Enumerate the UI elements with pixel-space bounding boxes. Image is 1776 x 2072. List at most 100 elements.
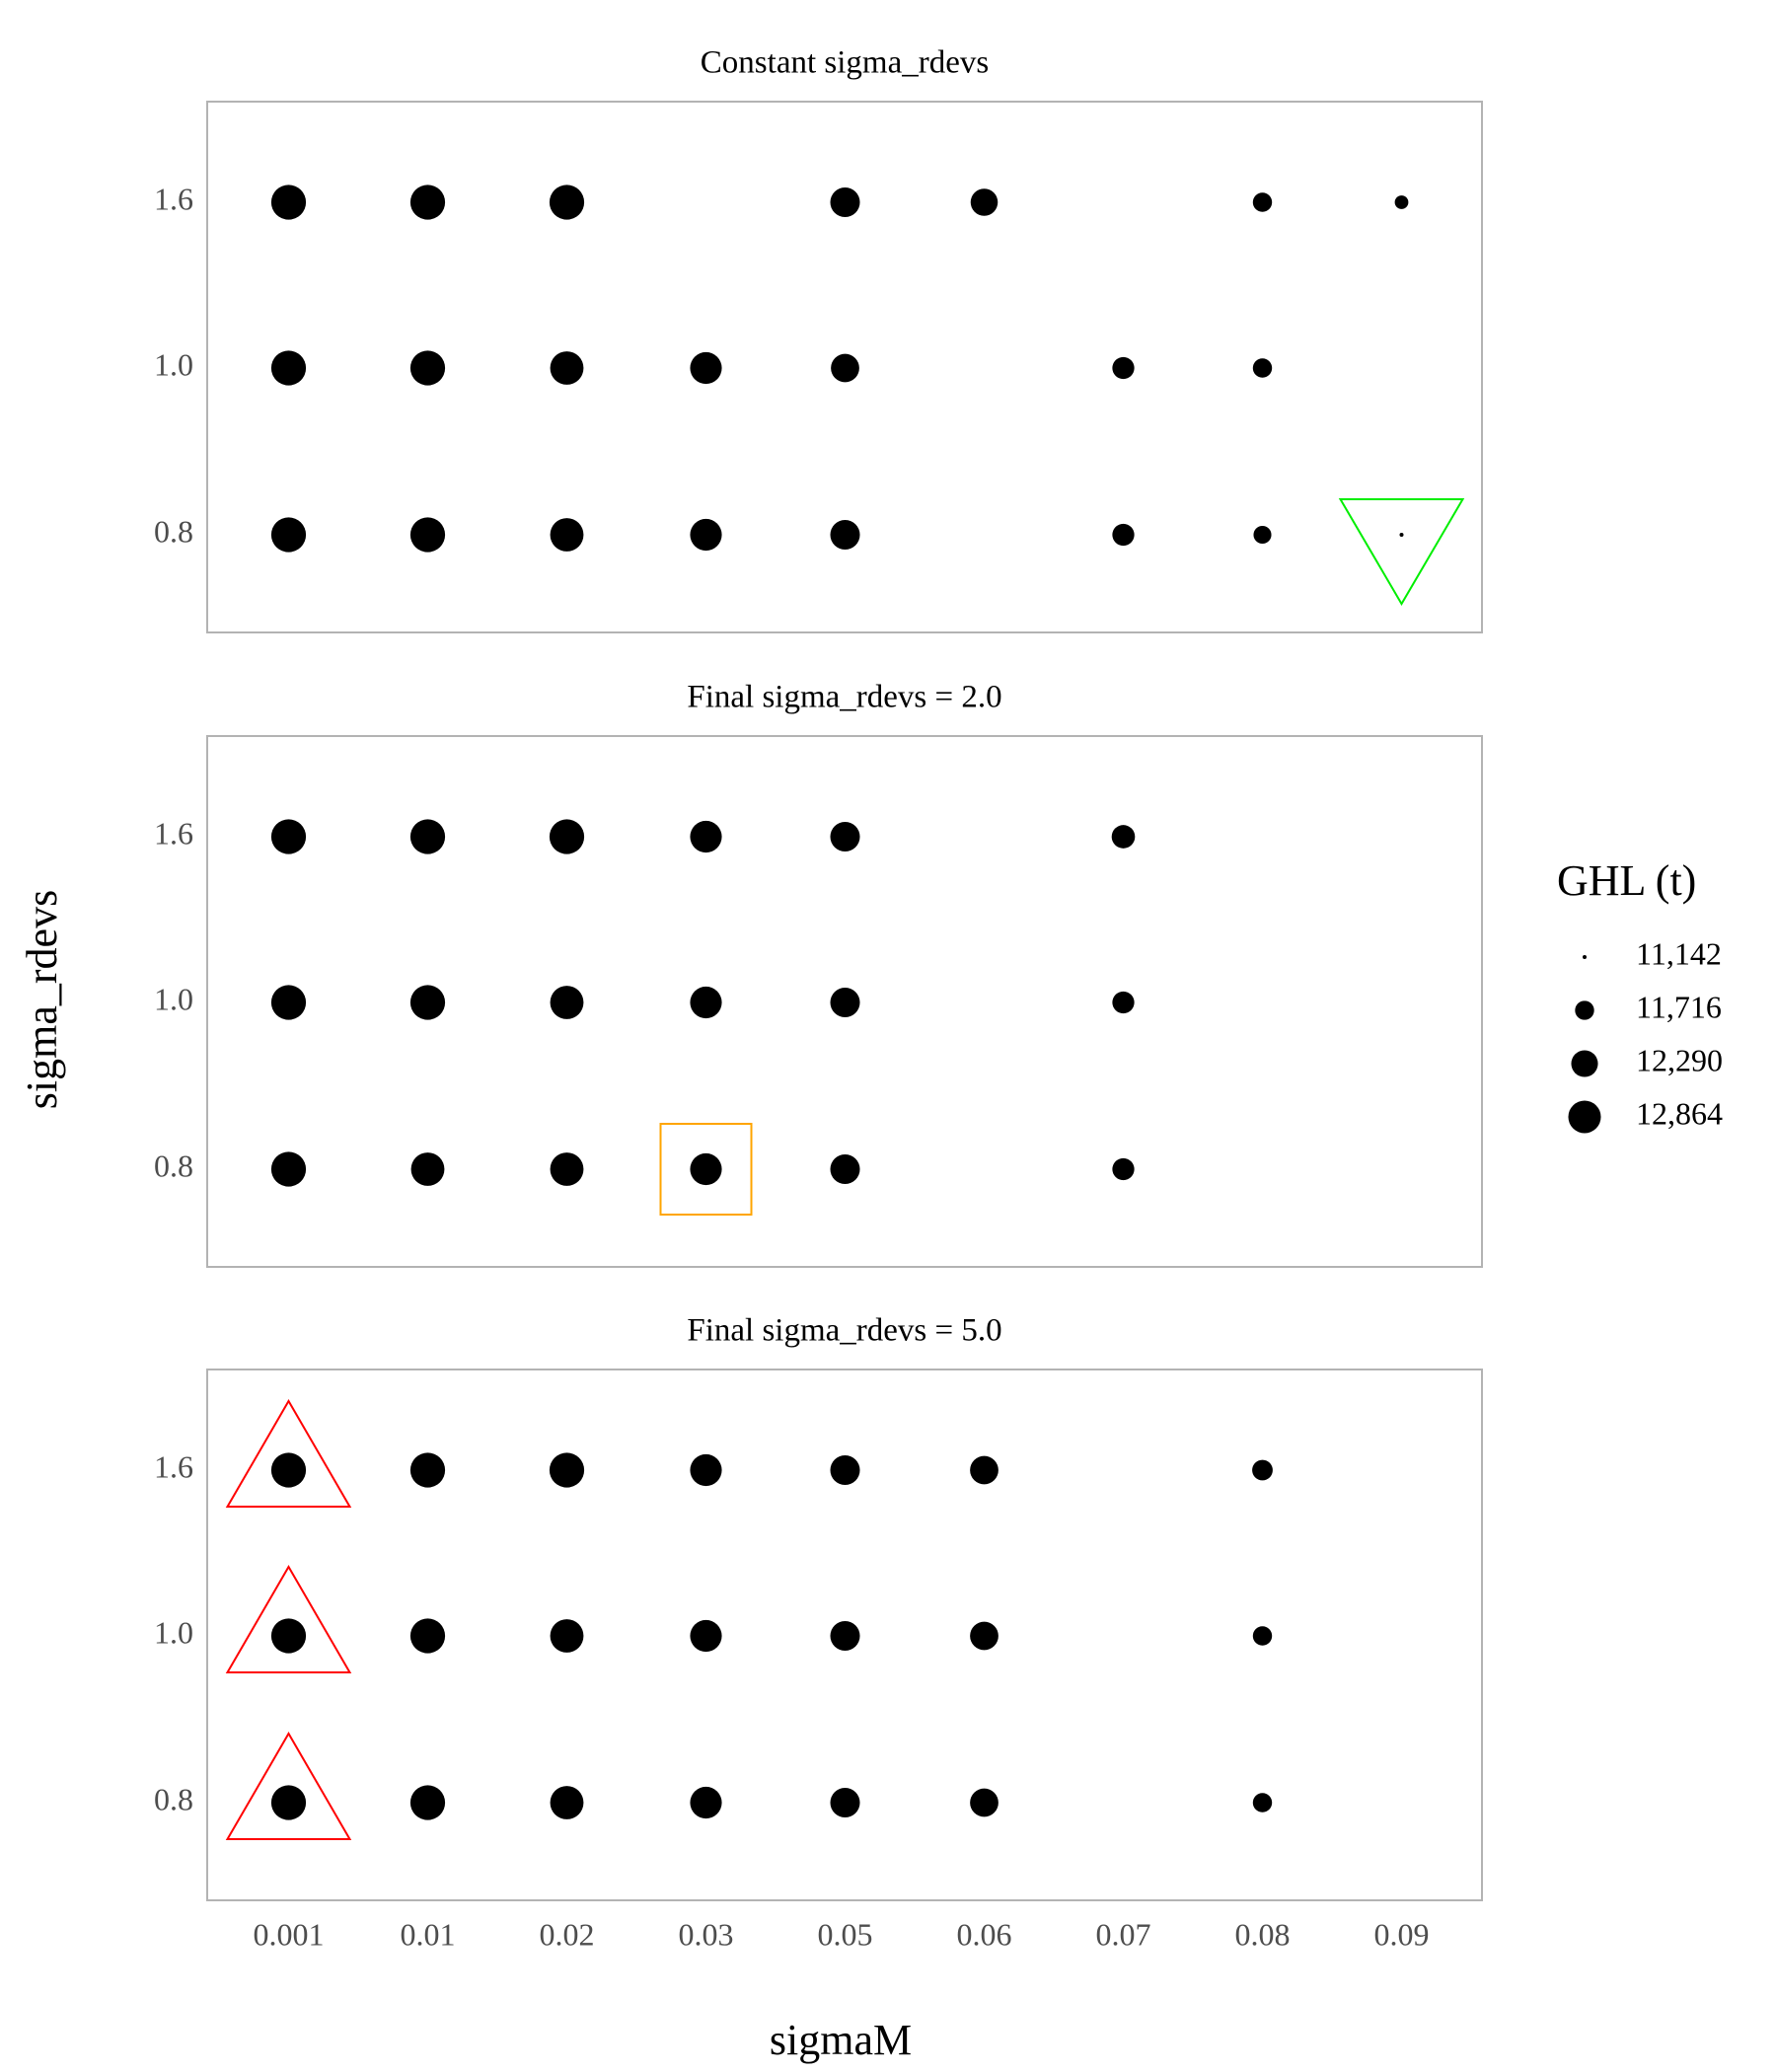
bubble [1111,825,1136,849]
legend-label: 11,142 [1636,935,1722,971]
highlight-marker [1338,498,1465,606]
bubble [831,353,859,383]
bubble [1394,195,1409,209]
bubble [830,519,860,551]
x-tick-label: 0.07 [1096,1916,1151,1952]
bubble [970,1788,999,1817]
bubble [550,1786,584,1819]
bubble [549,185,585,220]
bubble [549,819,585,854]
bubble [1112,1157,1135,1181]
bubble [1112,356,1135,380]
legend-symbol [1575,1000,1594,1020]
bubble [409,985,446,1020]
bubble [409,350,446,386]
y-tick-label: 1.6 [154,1448,193,1484]
bubble [409,1452,446,1488]
bubble [409,819,446,854]
bubble [1252,1626,1273,1646]
bubble [409,1785,446,1820]
bubble [1112,523,1135,547]
panel-border [206,1369,1483,1901]
legend-label: 12,290 [1636,1042,1723,1077]
bubble [270,1618,307,1654]
bubble [690,351,722,385]
bubble [270,1452,307,1488]
bubble [1399,533,1404,537]
highlight-marker [225,1565,352,1673]
x-tick-label: 0.05 [818,1916,873,1952]
y-tick-label: 1.0 [154,1614,193,1650]
legend-symbol [1583,955,1587,959]
bubble [690,1619,722,1653]
bubble [1252,192,1273,212]
bubble [690,1152,722,1186]
bubble [549,1452,585,1488]
bubble [690,986,722,1019]
bubble [270,819,307,854]
bubble [690,1786,722,1819]
bubble [1252,1793,1273,1813]
bubble [270,985,307,1020]
x-axis-label: sigmaM [770,2016,912,2064]
x-tick-label: 0.03 [679,1916,734,1952]
highlight-marker [225,1399,352,1508]
x-tick-label: 0.01 [401,1916,456,1952]
panel-title: Final sigma_rdevs = 5.0 [687,1313,1001,1349]
highlight-marker [659,1123,753,1216]
bubble [830,1787,860,1818]
panel-title: Constant sigma_rdevs [701,45,989,81]
bubble [830,1454,860,1486]
legend-label: 12,864 [1636,1095,1723,1131]
legend-label: 11,716 [1636,989,1722,1024]
bubble [1253,525,1272,545]
bubble [550,351,584,385]
bubble [270,185,307,220]
bubble [550,1619,584,1653]
x-tick-label: 0.001 [254,1916,325,1952]
bubble [550,518,584,552]
bubble [1112,991,1135,1014]
y-tick-label: 0.8 [154,1781,193,1816]
bubble [270,517,307,553]
bubble [830,1153,860,1185]
x-tick-label: 0.08 [1235,1916,1291,1952]
bubble [690,518,722,552]
y-tick-label: 1.0 [154,346,193,382]
panel-border [206,735,1483,1268]
bubble [550,1152,584,1186]
panel-border [206,101,1483,633]
bubble [270,1151,307,1187]
y-tick-label: 1.0 [154,981,193,1016]
bubble [409,1618,446,1654]
bubble [1252,358,1273,378]
bubble [410,1152,445,1186]
panel-title: Final sigma_rdevs = 2.0 [687,680,1001,715]
bubble [270,350,307,386]
y-tick-label: 0.8 [154,1147,193,1183]
bubble [830,821,860,852]
bubble [830,987,860,1018]
bubble [550,986,584,1019]
bubble [690,1453,722,1487]
bubble [1252,1459,1273,1481]
bubble [830,186,860,218]
bubble [270,1785,307,1820]
bubble [409,517,446,553]
y-tick-label: 1.6 [154,815,193,851]
legend-symbol [1571,1050,1598,1077]
x-tick-label: 0.09 [1374,1916,1430,1952]
legend-title: GHL (t) [1557,856,1696,905]
y-axis-label: sigma_rdevs [18,890,66,1109]
x-tick-label: 0.06 [957,1916,1012,1952]
bubble [970,1455,999,1485]
legend-symbol [1568,1100,1601,1134]
highlight-marker [225,1732,352,1840]
x-tick-label: 0.02 [540,1916,595,1952]
bubble [409,185,446,220]
bubble [970,1621,999,1651]
bubble [690,820,722,853]
bubble [830,1620,860,1652]
y-tick-label: 1.6 [154,181,193,216]
